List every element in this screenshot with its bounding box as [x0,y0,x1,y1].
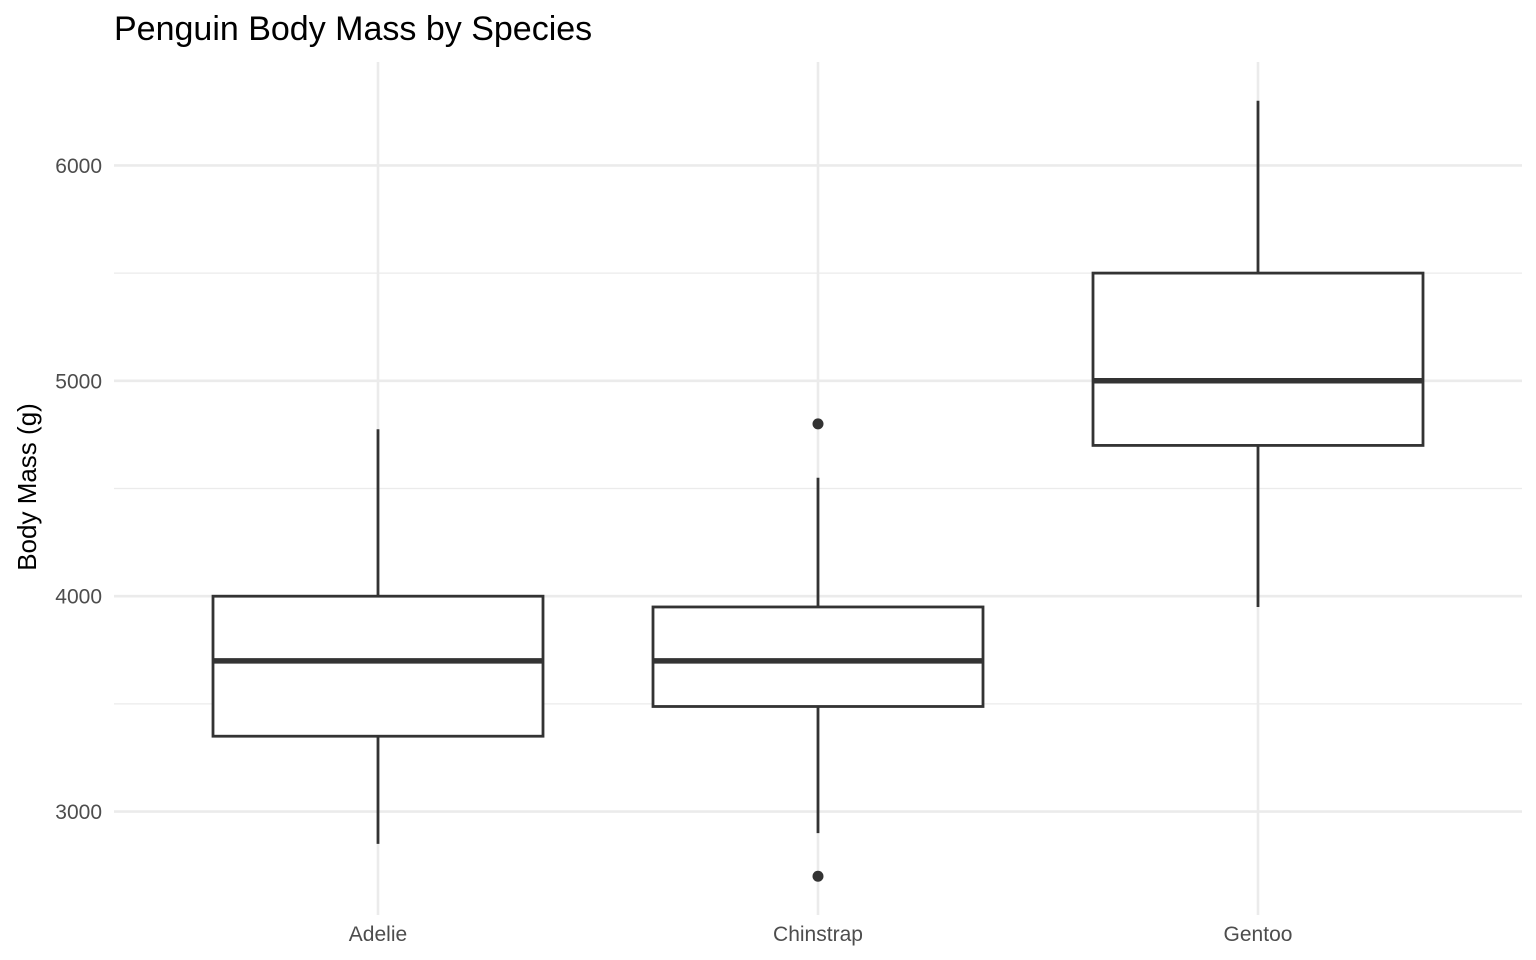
y-tick-label: 4000 [55,586,102,609]
box-chinstrap [651,418,985,882]
x-tick-label: Adelie [349,923,407,946]
y-tick-label: 6000 [55,155,102,178]
iqr-box [211,594,545,738]
y-tick-label: 3000 [55,801,102,824]
y-axis-title: Body Mass (g) [12,403,42,571]
outlier-point [812,870,824,882]
chart-title: Penguin Body Mass by Species [114,10,592,48]
boxes-layer [211,100,1425,882]
y-tick-label: 5000 [55,370,102,393]
iqr-box [1091,271,1425,447]
tick-labels-layer: 3000 4000 5000 6000 Adelie Chinstrap Gentoo [55,155,1292,946]
iqr-box [651,605,985,708]
x-tick-label: Chinstrap [773,923,863,946]
outlier-point [812,418,824,430]
box-gentoo [1091,100,1425,607]
box-adelie [211,429,545,844]
x-tick-label: Gentoo [1224,923,1293,946]
